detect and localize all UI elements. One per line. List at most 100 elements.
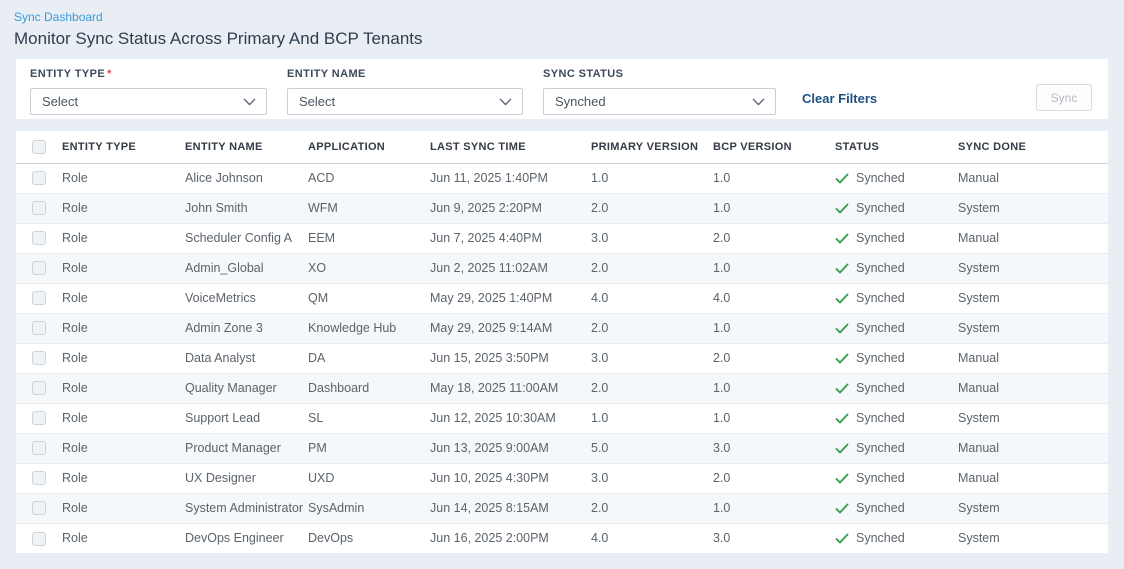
table-row: Role Alice Johnson ACD Jun 11, 2025 1:40… bbox=[16, 163, 1108, 194]
entity-name-select[interactable]: Select bbox=[287, 88, 523, 115]
status-text: Synched bbox=[856, 171, 905, 185]
check-icon bbox=[835, 172, 849, 184]
cell-entity-name: Product Manager bbox=[185, 433, 308, 464]
cell-primary-version: 5.0 bbox=[591, 433, 713, 464]
cell-sync-done: System bbox=[958, 253, 1108, 284]
cell-last-sync-time: May 29, 2025 9:14AM bbox=[430, 313, 591, 344]
check-icon bbox=[835, 382, 849, 394]
breadcrumb-sync-dashboard-link[interactable]: Sync Dashboard bbox=[14, 10, 103, 24]
check-icon bbox=[835, 322, 849, 334]
sync-button[interactable]: Sync bbox=[1036, 84, 1092, 111]
check-icon bbox=[835, 262, 849, 274]
cell-primary-version: 1.0 bbox=[591, 403, 713, 434]
entity-name-select-value: Select bbox=[299, 94, 336, 109]
column-header-bcp-version: BCP VERSION bbox=[713, 131, 835, 164]
cell-application: XO bbox=[308, 253, 430, 284]
cell-status: Synched bbox=[835, 313, 958, 344]
cell-bcp-version: 3.0 bbox=[713, 531, 731, 546]
cell-status: Synched bbox=[835, 523, 958, 553]
cell-entity-name: Quality Manager bbox=[185, 373, 308, 404]
status-text: Synched bbox=[856, 381, 905, 395]
cell-entity-name: Admin_Global bbox=[185, 253, 308, 284]
cell-primary-version: 3.0 bbox=[591, 463, 713, 494]
status-text: Synched bbox=[856, 291, 905, 305]
cell-last-sync-time: Jun 9, 2025 2:20PM bbox=[430, 193, 591, 224]
row-checkbox[interactable] bbox=[32, 351, 46, 366]
cell-entity-name: VoiceMetrics bbox=[185, 283, 308, 314]
cell-status: Synched bbox=[835, 493, 958, 524]
row-checkbox[interactable] bbox=[32, 381, 46, 396]
cell-entity-name: Admin Zone 3 bbox=[185, 313, 308, 344]
clear-filters-link[interactable]: Clear Filters bbox=[802, 91, 878, 106]
check-icon bbox=[835, 292, 849, 304]
cell-application: UXD bbox=[308, 463, 430, 494]
table-row: Role John Smith WFM Jun 9, 2025 2:20PM 2… bbox=[16, 193, 1108, 224]
table-header-row: ENTITY TYPE ENTITY NAME APPLICATION LAST… bbox=[16, 131, 1108, 164]
row-checkbox[interactable] bbox=[32, 471, 46, 486]
cell-last-sync-time: Jun 13, 2025 9:00AM bbox=[430, 433, 591, 464]
row-checkbox[interactable] bbox=[32, 531, 46, 546]
cell-primary-version: 2.0 bbox=[591, 193, 713, 224]
entity-type-label-text: ENTITY TYPE bbox=[30, 68, 106, 80]
status-text: Synched bbox=[856, 321, 905, 335]
table-row: Role Product Manager PM Jun 13, 2025 9:0… bbox=[16, 433, 1108, 464]
row-checkbox[interactable] bbox=[32, 441, 46, 456]
check-icon bbox=[835, 472, 849, 484]
cell-last-sync-time: Jun 11, 2025 1:40PM bbox=[430, 163, 591, 194]
row-checkbox[interactable] bbox=[32, 171, 46, 186]
cell-application: ACD bbox=[308, 163, 430, 194]
row-checkbox[interactable] bbox=[32, 411, 46, 426]
row-checkbox[interactable] bbox=[32, 321, 46, 336]
cell-primary-version: 1.0 bbox=[591, 163, 713, 194]
status-text: Synched bbox=[856, 441, 905, 455]
entity-type-select[interactable]: Select bbox=[30, 88, 267, 115]
check-icon bbox=[835, 412, 849, 424]
cell-bcp-version: 1.0 bbox=[713, 313, 835, 344]
cell-application: Dashboard bbox=[308, 373, 430, 404]
cell-entity-type: Role bbox=[62, 343, 185, 374]
cell-bcp-version: 2.0 bbox=[713, 223, 835, 254]
cell-status: Synched bbox=[835, 253, 958, 284]
sync-status-select[interactable]: Synched bbox=[543, 88, 776, 115]
cell-status: Synched bbox=[835, 433, 958, 464]
entity-type-select-value: Select bbox=[42, 94, 79, 109]
cell-sync-done: System bbox=[958, 403, 1108, 434]
status-text: Synched bbox=[856, 501, 905, 515]
row-checkbox[interactable] bbox=[32, 201, 46, 216]
cell-sync-done: Manual bbox=[958, 223, 1108, 254]
column-header-primary-version: PRIMARY VERSION bbox=[591, 131, 713, 164]
row-checkbox[interactable] bbox=[32, 261, 46, 276]
cell-application: EEM bbox=[308, 223, 430, 254]
table-row: Role System Administrator SysAdmin Jun 1… bbox=[16, 493, 1108, 524]
cell-bcp-version: 1.0 bbox=[713, 193, 835, 224]
cell-sync-done: System bbox=[958, 193, 1108, 224]
table-row: Role Quality Manager Dashboard May 18, 2… bbox=[16, 373, 1108, 404]
cell-bcp-version: 1.0 bbox=[713, 403, 835, 434]
select-all-checkbox[interactable] bbox=[32, 139, 46, 154]
cell-bcp-version: 1.0 bbox=[713, 253, 835, 284]
cell-entity-type: Role bbox=[62, 253, 185, 284]
row-checkbox[interactable] bbox=[32, 231, 46, 246]
cell-application: DA bbox=[308, 343, 430, 374]
row-checkbox[interactable] bbox=[32, 291, 46, 306]
cell-sync-done: Manual bbox=[958, 463, 1108, 494]
cell-status: Synched bbox=[835, 163, 958, 194]
cell-status: Synched bbox=[835, 193, 958, 224]
check-icon bbox=[835, 533, 849, 544]
cell-primary-version: 2.0 bbox=[591, 373, 713, 404]
cell-entity-name: Scheduler Config A bbox=[185, 223, 308, 254]
column-header-entity-name: ENTITY NAME bbox=[185, 131, 308, 164]
cell-entity-name: Alice Johnson bbox=[185, 163, 308, 194]
cell-last-sync-time: Jun 2, 2025 11:02AM bbox=[430, 253, 591, 284]
cell-entity-type: Role bbox=[62, 283, 185, 314]
cell-primary-version: 2.0 bbox=[591, 253, 713, 284]
row-checkbox[interactable] bbox=[32, 501, 46, 516]
chevron-down-icon bbox=[243, 98, 256, 106]
cell-entity-name: System Administrator bbox=[185, 493, 308, 524]
status-text: Synched bbox=[856, 351, 905, 365]
cell-primary-version: 2.0 bbox=[591, 493, 713, 524]
cell-application: SysAdmin bbox=[308, 493, 430, 524]
cell-entity-type: Role bbox=[62, 463, 185, 494]
status-text: Synched bbox=[856, 471, 905, 485]
sync-table-card: ENTITY TYPE ENTITY NAME APPLICATION LAST… bbox=[16, 131, 1108, 553]
